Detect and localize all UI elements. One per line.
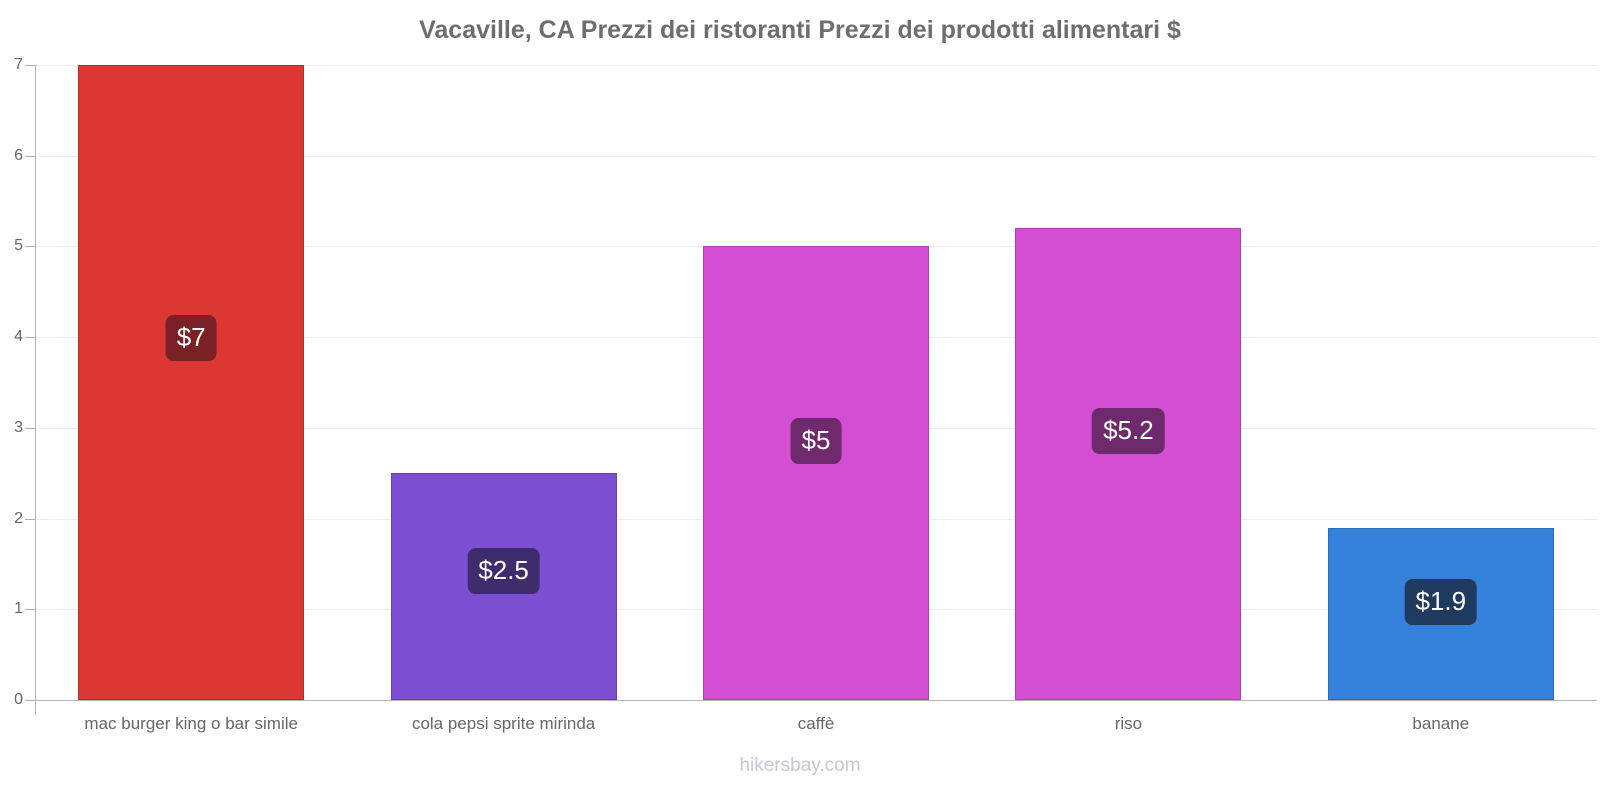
y-axis-tick	[25, 246, 35, 248]
y-axis-tick-label: 0	[14, 691, 23, 708]
y-axis-tick-label: 1	[14, 600, 23, 618]
bar-value-label: $5	[790, 418, 842, 465]
bar-value-label: $2.5	[467, 547, 540, 594]
y-axis-tick	[25, 427, 35, 429]
y-axis-tick	[25, 155, 35, 157]
y-axis-tick	[25, 65, 35, 66]
plot-area: 0 1 2 3 4 5 6 7 $7 mac burger king o bar…	[14, 56, 1597, 733]
bar[interactable]: $5.2	[1015, 228, 1242, 700]
y-axis-tick-label: 4	[14, 328, 23, 346]
bar-value-label: $1.9	[1404, 578, 1478, 625]
y-axis-tick-label: 2	[14, 509, 23, 527]
x-axis-label: mac burger king o bar simile	[84, 714, 298, 733]
x-axis-label: caffè	[797, 714, 835, 733]
y-axis-tick-label: 7	[14, 56, 23, 73]
bar[interactable]: $5	[703, 246, 929, 700]
y-axis-tick	[25, 518, 35, 520]
x-axis-label: cola pepsi sprite mirinda	[411, 714, 596, 733]
bar-value-label: $5.2	[1092, 408, 1165, 455]
bar-value-label: $7	[165, 315, 217, 361]
y-axis-tick-label: 3	[14, 418, 23, 436]
x-axis-label: banane	[1412, 714, 1470, 733]
bar[interactable]: $1.9	[1327, 527, 1554, 700]
watermark: hikersbay.com	[739, 755, 861, 776]
bar[interactable]: $7	[78, 65, 305, 700]
y-axis-tick-label: 5	[14, 237, 23, 255]
y-axis-tick-label: 6	[14, 146, 23, 164]
y-axis-tick	[25, 337, 35, 339]
y-axis-tick	[25, 609, 35, 611]
y-axis-line	[35, 65, 36, 715]
x-axis-label: riso	[1114, 714, 1143, 733]
bar[interactable]: $2.5	[390, 473, 617, 700]
gridline	[35, 65, 1597, 66]
gridline	[35, 155, 1597, 157]
chart-title: Vacaville, CA Prezzi dei ristoranti Prez…	[419, 16, 1181, 44]
x-axis-line	[27, 700, 1597, 701]
